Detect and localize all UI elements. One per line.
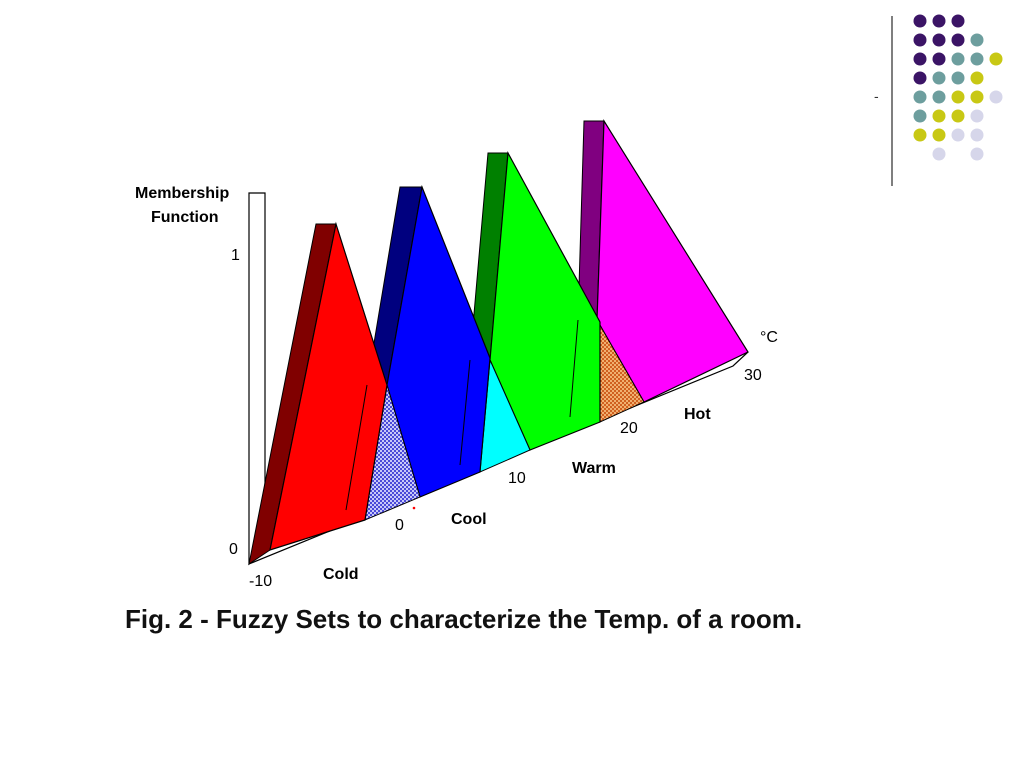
decorative-dot [970,71,984,85]
x-tick-minus10: -10 [249,573,272,590]
decorative-dot [913,71,927,85]
decorative-dot [951,71,965,85]
decorative-dot [970,90,984,104]
x-unit: °C [760,329,778,346]
decorative-dot [932,33,946,47]
decorative-dot [913,109,927,123]
x-tick-20: 20 [620,420,638,437]
small-red-mark [412,506,416,510]
decorative-dot [970,109,984,123]
decorative-divider [891,16,893,186]
set-label-warm: Warm [572,460,616,477]
cold-inner-edge [345,384,368,511]
decorative-dot [951,128,965,142]
decorative-dot [913,33,927,47]
decorative-dot [951,14,965,28]
set-label-hot: Hot [684,406,711,423]
decorative-dot [913,128,927,142]
warm-set-face [489,150,601,451]
decorative-dot [913,52,927,66]
decorative-dot-grid [913,14,1003,161]
decorative-dot [970,52,984,66]
decorative-dot [951,109,965,123]
y-axis-title-line2: Function [151,209,219,226]
figure-caption: Fig. 2 - Fuzzy Sets to characterize the … [125,604,803,634]
decorative-dot [970,128,984,142]
decorative-dot [951,90,965,104]
decorative-dot [932,14,946,28]
decorative-dot [932,90,946,104]
decorative-dot [970,33,984,47]
decorative-dot [932,109,946,123]
decorative-dot [951,33,965,47]
decorative-dot [932,52,946,66]
y-tick-1: 1 [231,247,240,264]
decorative-dot [951,52,965,66]
set-label-cool: Cool [451,511,487,528]
y-tick-0: 0 [229,541,238,558]
set-label-cold: Cold [323,566,359,583]
decorative-dot [913,90,927,104]
decorative-dot [932,71,946,85]
y-axis-title-line1: Membership [135,185,229,202]
decorative-dot [913,14,927,28]
decorative-dot [970,147,984,161]
x-tick-0: 0 [395,517,404,534]
cold-set-face [269,221,388,551]
decorative-dot [932,128,946,142]
x-tick-30: 30 [744,367,762,384]
decorative-dot [932,147,946,161]
decorative-dot [989,90,1003,104]
cool-inner-edge [459,359,471,466]
decorative-dash: - [874,88,879,104]
decorative-dot [989,52,1003,66]
x-tick-10: 10 [508,470,526,487]
warm-inner-edge [569,319,579,418]
